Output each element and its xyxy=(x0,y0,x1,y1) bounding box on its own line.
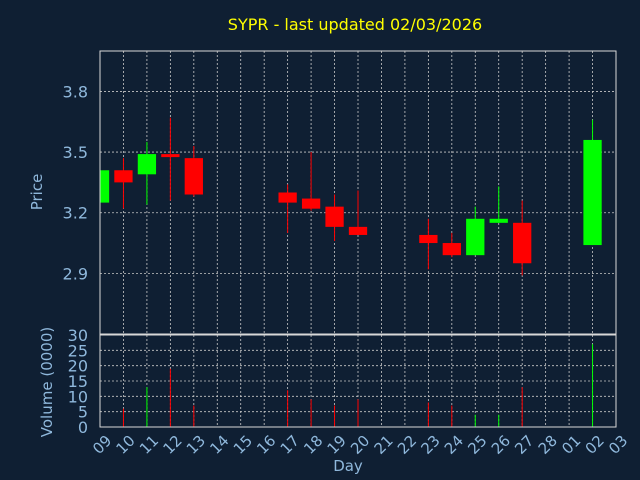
candle-body xyxy=(442,243,461,256)
chart-title: SYPR - last updated 02/03/2026 xyxy=(228,15,482,34)
price-panel-frame xyxy=(99,50,617,335)
candle-body xyxy=(184,158,203,195)
volume-panel-frame xyxy=(99,334,617,428)
candle-body xyxy=(466,218,485,256)
price-tick-label: 2.9 xyxy=(63,264,88,283)
volume-tick-label: 20 xyxy=(68,357,88,376)
candle-body xyxy=(419,234,438,244)
x-axis-title: Day xyxy=(333,457,363,475)
price-tick-label: 3.2 xyxy=(63,204,88,223)
volume-tick-label: 5 xyxy=(78,403,88,422)
candle-body xyxy=(325,206,344,227)
candle-body xyxy=(348,226,368,235)
candle-body xyxy=(278,192,297,203)
volume-axis-title: Volume (0000) xyxy=(38,327,56,437)
volume-tick-label: 10 xyxy=(68,387,88,406)
candle-body xyxy=(161,154,180,158)
volume-tick-label: 30 xyxy=(68,326,88,345)
candle-body xyxy=(137,154,157,175)
candle-body xyxy=(114,170,133,183)
candle-body xyxy=(301,198,321,209)
volume-bars xyxy=(122,344,594,427)
x-tick-labels: 0910111213141516171819202122232425262728… xyxy=(89,432,631,458)
candle-body xyxy=(513,222,532,264)
price-candles xyxy=(99,117,602,276)
price-tick-label: 3.5 xyxy=(63,143,88,162)
candle-body xyxy=(100,170,110,203)
volume-tick-label: 15 xyxy=(68,372,88,391)
candle-body xyxy=(583,139,602,246)
price-tick-label: 3.8 xyxy=(63,82,88,101)
volume-tick-label: 25 xyxy=(68,341,88,360)
candle-body xyxy=(489,218,508,223)
price-tick-labels: 2.9 3.2 3.5 3.8 xyxy=(63,82,88,283)
price-axis-title: Price xyxy=(28,174,46,211)
volume-tick-label: 0 xyxy=(78,418,88,437)
